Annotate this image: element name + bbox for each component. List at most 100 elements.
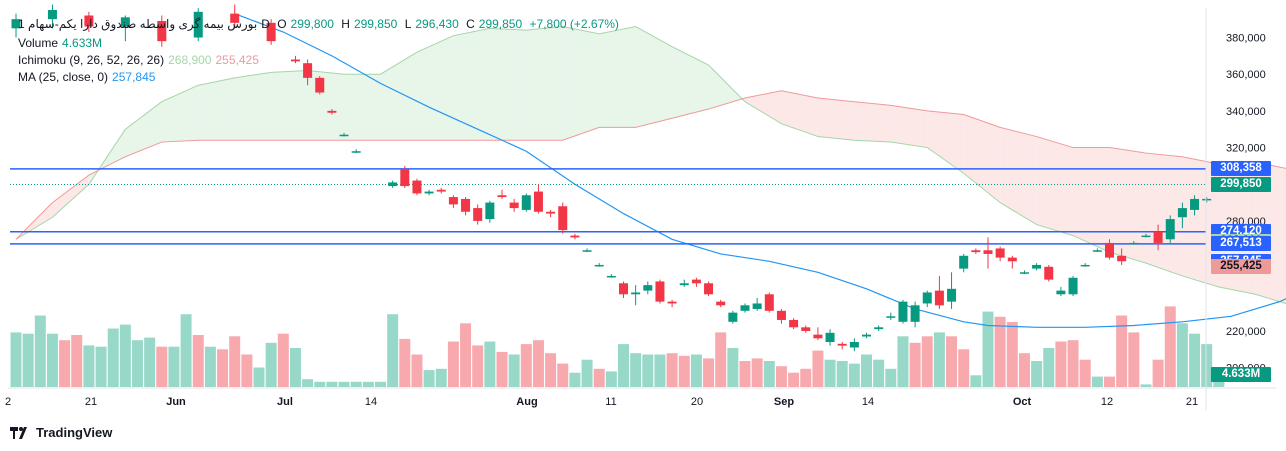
volume-bar bbox=[1189, 333, 1201, 387]
cloud-segment bbox=[817, 98, 855, 141]
open-label: O bbox=[277, 17, 287, 31]
candle-body bbox=[424, 191, 434, 194]
candle-body bbox=[193, 11, 203, 38]
tradingview-logo[interactable]: TradingView bbox=[10, 425, 112, 440]
cloud-segment bbox=[198, 77, 235, 141]
volume-bar bbox=[144, 337, 156, 387]
time-tick-label: 14 bbox=[862, 396, 874, 408]
volume-bar bbox=[399, 338, 411, 387]
candle-body bbox=[1105, 242, 1114, 258]
time-axis[interactable]: 21 Jun Jul 14 Aug 11 20 Sep 14 Oct 12 21 2 bbox=[5, 396, 1198, 408]
cloud-segment bbox=[599, 26, 636, 128]
candle-body bbox=[728, 312, 738, 322]
cloud-segment bbox=[1000, 127, 1037, 225]
price-tick-label: 360,000 bbox=[1226, 69, 1266, 81]
volume-label: Volume bbox=[18, 36, 59, 50]
interval[interactable]: 1D bbox=[18, 17, 270, 31]
candle-body bbox=[934, 290, 944, 306]
candle-body bbox=[266, 22, 276, 42]
candle-body bbox=[910, 305, 920, 322]
moving-average bbox=[234, 13, 1286, 328]
volume-bar bbox=[909, 342, 921, 387]
candle-body bbox=[315, 77, 325, 93]
cloud-segment bbox=[52, 175, 89, 218]
cloud-segment bbox=[854, 101, 891, 143]
candle-body bbox=[679, 283, 689, 286]
volume-legend[interactable]: Volume 4.633M bbox=[18, 36, 106, 50]
volume-bar bbox=[375, 381, 386, 387]
volume-bar bbox=[812, 350, 824, 387]
ichimoku-legend[interactable]: Ichimoku (9, 26, 52, 26, 26) 268,900 255,4… bbox=[18, 53, 263, 67]
ichimoku-label: Ichimoku (9, 26, 52, 26, 26) bbox=[18, 53, 165, 67]
price-tag: 299,850 bbox=[1211, 177, 1271, 193]
volume-bar bbox=[946, 336, 958, 387]
cloud-segment bbox=[271, 70, 308, 141]
candle-body bbox=[655, 281, 665, 302]
volume-bar bbox=[690, 354, 702, 387]
volume-bar bbox=[302, 379, 314, 387]
ichimoku-b-value: 255,425 bbox=[215, 53, 259, 67]
volume-bar bbox=[180, 314, 192, 387]
volume-bar bbox=[958, 349, 970, 387]
volume-bar bbox=[1031, 361, 1043, 387]
open-value: 299,800 bbox=[290, 17, 334, 31]
candle-body bbox=[1129, 242, 1139, 245]
candle-body bbox=[521, 195, 531, 210]
candle-body bbox=[825, 332, 835, 342]
candle-body bbox=[849, 341, 859, 348]
candle-body bbox=[448, 197, 458, 205]
candle-body bbox=[874, 327, 884, 330]
candle-body bbox=[1032, 264, 1042, 269]
volume-bar bbox=[642, 354, 654, 387]
horizontal-lines[interactable] bbox=[10, 168, 1206, 245]
volume-bar bbox=[34, 315, 46, 387]
price-tag: 267,513 bbox=[1211, 236, 1271, 252]
candles[interactable] bbox=[11, 4, 1224, 352]
candle-body bbox=[619, 283, 628, 295]
time-tick-label: Jun bbox=[166, 396, 186, 408]
volume-bar bbox=[545, 353, 557, 387]
time-tick-label: Aug bbox=[516, 396, 537, 408]
candle-body bbox=[533, 191, 543, 212]
candle-body bbox=[606, 275, 616, 278]
volume-bar bbox=[1152, 359, 1164, 387]
candle-body bbox=[339, 134, 349, 137]
candle-body bbox=[546, 211, 556, 214]
candle-body bbox=[47, 10, 57, 20]
candle-body bbox=[776, 310, 786, 320]
cloud-segment bbox=[307, 70, 345, 141]
cloud-segment bbox=[562, 26, 600, 141]
volume-bar bbox=[314, 381, 326, 387]
time-tick-label: 20 bbox=[691, 396, 703, 408]
candle-body bbox=[412, 180, 422, 194]
symbol-name[interactable]: بورس بیمه گری واسطه صندوق دارا یکم-سهام bbox=[28, 17, 258, 31]
cloud-segment bbox=[161, 85, 199, 143]
candle-body bbox=[400, 169, 410, 187]
candle-body bbox=[704, 283, 714, 295]
volume-bar bbox=[132, 340, 143, 387]
time-tick-label: 11 bbox=[605, 396, 616, 408]
cloud-segment bbox=[927, 110, 964, 174]
candle-body bbox=[837, 343, 847, 346]
volume-bar bbox=[95, 346, 107, 387]
cloud-segment bbox=[1109, 147, 1146, 264]
volume-bar bbox=[775, 366, 787, 387]
volume-bar bbox=[22, 333, 34, 387]
volume-bar bbox=[156, 346, 168, 387]
candle-body bbox=[716, 301, 726, 306]
ma-legend[interactable]: MA (25, close, 0) 257,845 bbox=[18, 70, 159, 84]
volume-bar bbox=[994, 316, 1006, 387]
volume-bar bbox=[1055, 341, 1067, 387]
volume-bar bbox=[460, 323, 472, 387]
volume-bar bbox=[1043, 348, 1055, 387]
candle-body bbox=[667, 301, 677, 304]
cloud-segment bbox=[453, 28, 490, 141]
cloud-segment bbox=[963, 114, 1001, 203]
time-tick-label: Oct bbox=[1013, 396, 1032, 408]
volume-bar bbox=[1006, 322, 1018, 387]
volume-bar bbox=[350, 381, 362, 387]
candle-body bbox=[1044, 266, 1054, 280]
candle-body bbox=[497, 195, 507, 198]
candle-body bbox=[558, 206, 568, 231]
